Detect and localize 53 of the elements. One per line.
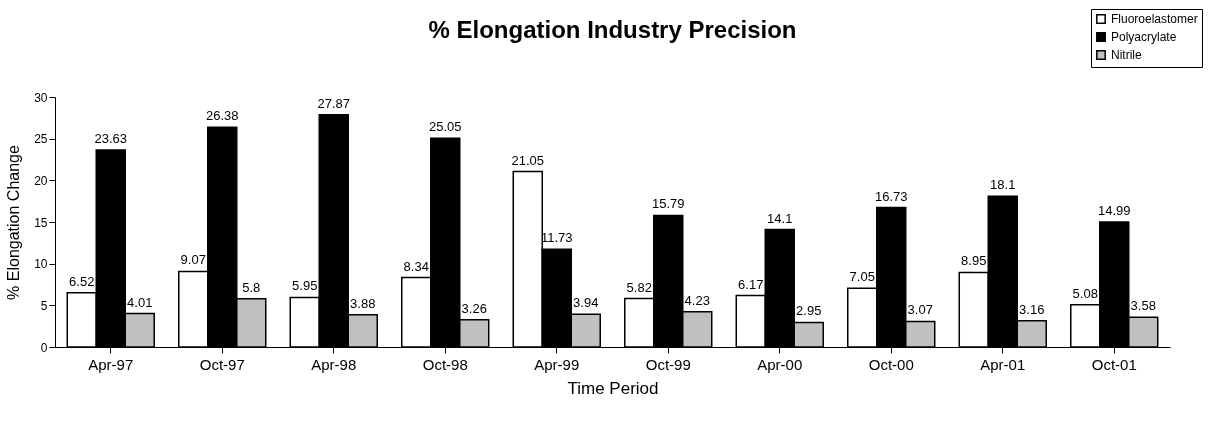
data-label: 8.95 [961,253,987,269]
data-label: 27.87 [317,95,351,111]
data-label: 25.05 [428,119,462,135]
data-label: 16.73 [874,188,908,204]
y-tick-label: 20 [34,173,48,188]
x-axis-title: Time Period [567,378,659,398]
data-label: 11.73 [540,230,573,246]
y-tick-label: 5 [40,298,48,313]
x-tick-label: Apr-97 [88,355,134,373]
data-label: 26.38 [205,108,239,124]
x-tick-label: Apr-99 [534,355,580,373]
y-axis-title: % Elongation Change [5,145,23,300]
x-tick-label: Oct-98 [422,355,468,373]
legend-label: Polyacrylate [1111,30,1177,44]
data-label: 4.23 [684,292,710,308]
data-label: 3.58 [1130,298,1156,314]
data-label: 5.95 [292,278,318,294]
x-tick-label: Apr-00 [757,355,803,373]
data-label: 14.99 [1097,203,1131,219]
chart-title: % Elongation Industry Precision [428,15,797,43]
data-label: 5.08 [1072,285,1098,301]
data-label: 4.01 [127,294,153,310]
data-label: 5.82 [626,279,652,295]
x-tick-label: Apr-01 [980,355,1026,373]
data-label: 7.05 [849,269,875,285]
data-label: 6.17 [738,276,764,292]
y-tick-label: 30 [34,90,48,105]
x-tick-label: Oct-00 [868,355,914,373]
y-tick-label: 25 [34,132,48,147]
x-tick-label: Apr-98 [311,355,357,373]
y-tick-label: 10 [34,257,48,272]
data-label: 23.63 [94,131,128,147]
data-label: 18.1 [990,177,1016,193]
data-label: 14.1 [767,210,793,226]
data-label: 3.07 [907,302,933,318]
data-label: 21.05 [511,152,545,168]
data-label: 3.26 [461,300,487,316]
y-tick-label: 0 [40,340,48,355]
data-label: 3.94 [573,295,599,311]
data-label: 8.34 [403,258,429,274]
data-label: 2.95 [796,303,822,319]
data-label: 3.88 [350,295,376,311]
x-tick-label: Oct-01 [1091,355,1137,373]
legend-label: Nitrile [1111,48,1142,62]
legend-label: Fluoroelastomer [1111,12,1198,26]
data-label: 6.52 [69,273,95,289]
x-tick-label: Oct-99 [645,355,691,373]
y-tick-label: 15 [34,215,48,230]
data-label: 5.8 [242,279,261,295]
x-tick-label: Oct-97 [199,355,245,373]
data-label: 9.07 [180,252,206,268]
data-label: 15.79 [651,196,685,212]
data-label: 3.16 [1019,301,1045,317]
